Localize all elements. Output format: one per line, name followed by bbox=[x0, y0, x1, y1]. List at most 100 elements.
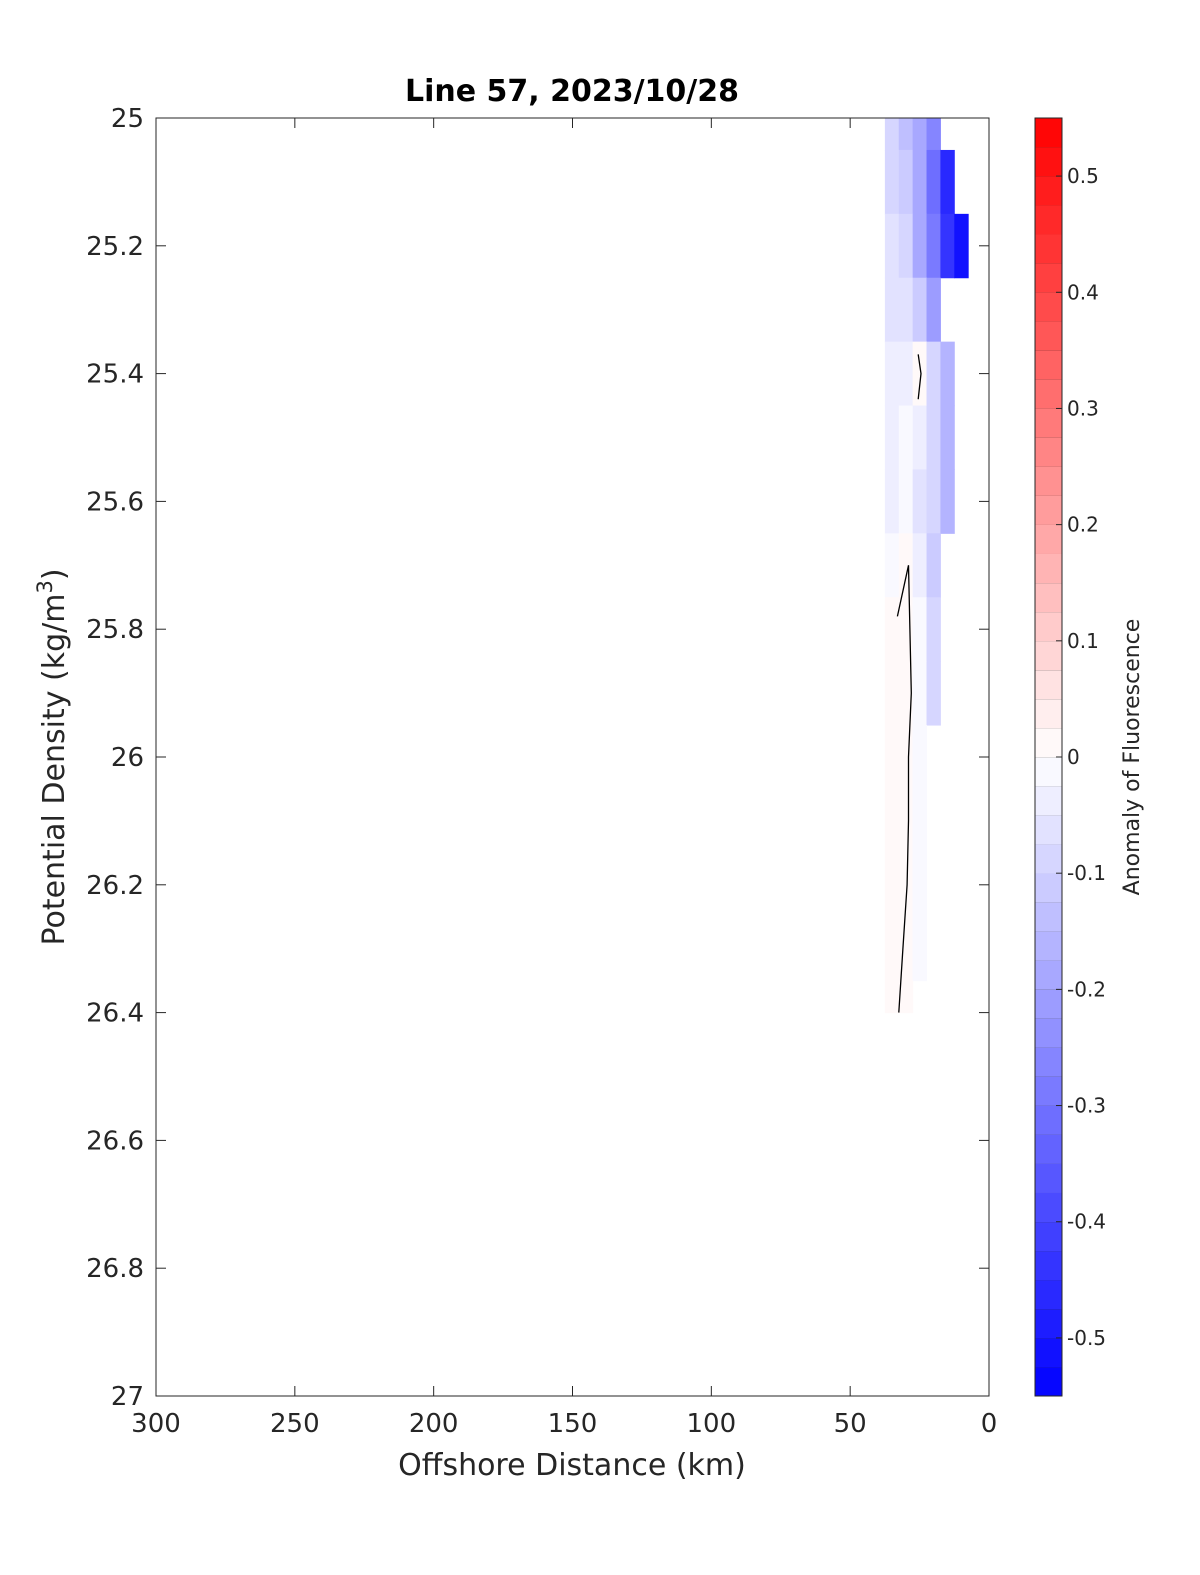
x-tick-label: 300 bbox=[131, 1409, 181, 1439]
colorbar-level bbox=[1035, 902, 1062, 932]
colorbar-tick-label: -0.5 bbox=[1067, 1326, 1106, 1350]
x-tick-label: 100 bbox=[687, 1409, 737, 1439]
field-cell bbox=[912, 788, 928, 854]
colorbar-level bbox=[1035, 1134, 1062, 1164]
colorbar-level bbox=[1035, 408, 1062, 438]
colorbar-tick-label: -0.3 bbox=[1067, 1094, 1106, 1118]
colorbar-level bbox=[1035, 1076, 1062, 1106]
field-cell bbox=[898, 341, 914, 407]
field-cell bbox=[912, 916, 928, 982]
field-cell bbox=[940, 469, 955, 534]
plot-background bbox=[156, 118, 989, 1396]
colorbar-tick-label: 0.5 bbox=[1067, 164, 1099, 188]
field-cell bbox=[884, 852, 900, 918]
colorbar-tick-label: 0.1 bbox=[1067, 629, 1099, 653]
field-cell bbox=[884, 725, 900, 790]
colorbar-level bbox=[1035, 1337, 1062, 1368]
field-cell bbox=[926, 533, 941, 598]
colorbar-tick-label: 0.2 bbox=[1067, 513, 1099, 537]
field-cell bbox=[884, 149, 900, 215]
y-tick-label: 26.6 bbox=[86, 1126, 144, 1156]
field-cell bbox=[884, 980, 900, 1014]
field-cell bbox=[940, 405, 955, 470]
field-cell bbox=[898, 725, 914, 790]
colorbar-level bbox=[1035, 1192, 1062, 1223]
y-axis-label: Potential Density (kg/m3) bbox=[33, 568, 72, 945]
field-cell bbox=[898, 149, 914, 215]
field-cell bbox=[898, 980, 914, 1014]
field-cell bbox=[898, 405, 914, 470]
field-cell bbox=[926, 469, 941, 534]
zero-contours bbox=[896, 354, 922, 1013]
colorbar-level bbox=[1035, 1250, 1062, 1281]
colorbar-level bbox=[1035, 669, 1062, 700]
field-cell bbox=[926, 118, 941, 151]
colorbar-level bbox=[1035, 205, 1062, 235]
colorbar-level bbox=[1035, 582, 1062, 613]
colorbar-level bbox=[1035, 815, 1062, 845]
y-tick-label: 25.6 bbox=[86, 487, 144, 517]
anomaly-field bbox=[884, 118, 969, 1014]
y-tick-label: 25 bbox=[111, 104, 144, 134]
colorbar-level bbox=[1035, 1279, 1062, 1310]
colorbar-level bbox=[1035, 757, 1062, 787]
y-tick-label: 27 bbox=[111, 1382, 144, 1412]
field-cell bbox=[926, 213, 941, 279]
colorbar-level bbox=[1035, 698, 1062, 729]
y-tick-label: 25.2 bbox=[86, 232, 144, 262]
colorbar-level bbox=[1035, 931, 1062, 961]
field-cell bbox=[898, 533, 914, 598]
x-axis-ticks: 300 250 200 150 100 50 0 bbox=[131, 118, 997, 1439]
y-axis-label-text: Potential Density (kg/m bbox=[37, 594, 72, 946]
field-cell bbox=[884, 916, 900, 982]
y-axis-ticks: 25 25.2 25.4 25.6 25.8 26 26.2 26.4 26.6 26.8 27 bbox=[86, 104, 989, 1412]
field-cell bbox=[884, 277, 900, 343]
y-tick-label: 26 bbox=[111, 743, 144, 773]
field-cell bbox=[884, 213, 900, 279]
field-cell bbox=[926, 597, 941, 662]
field-cell bbox=[940, 213, 955, 279]
field-cell bbox=[912, 149, 928, 215]
field-cell bbox=[912, 405, 928, 470]
field-cell bbox=[912, 852, 928, 918]
field-cell bbox=[912, 725, 928, 790]
colorbar-level bbox=[1035, 786, 1062, 816]
y-tick-label: 25.4 bbox=[86, 360, 144, 390]
x-axis-label: Offshore Distance (km) bbox=[398, 1448, 746, 1483]
field-cell bbox=[898, 852, 914, 918]
colorbar-tick-label: 0.4 bbox=[1067, 280, 1099, 304]
colorbar-level bbox=[1035, 960, 1062, 990]
y-tick-label: 26.4 bbox=[86, 999, 144, 1029]
colorbar-level bbox=[1035, 640, 1062, 671]
field-cell bbox=[884, 788, 900, 854]
field-cell bbox=[926, 405, 941, 470]
x-tick-label: 0 bbox=[981, 1409, 998, 1439]
field-cell bbox=[898, 213, 914, 279]
field-cell bbox=[926, 149, 941, 215]
colorbar-levels bbox=[1035, 117, 1062, 1397]
y-axis-label-superscript: 3 bbox=[33, 580, 57, 593]
field-cell bbox=[898, 469, 914, 534]
field-cell bbox=[884, 341, 900, 407]
colorbar-level bbox=[1035, 611, 1062, 642]
zero-contour-line bbox=[896, 565, 912, 1013]
colorbar-level bbox=[1035, 147, 1062, 177]
field-cell bbox=[912, 213, 928, 279]
colorbar-level bbox=[1035, 873, 1062, 903]
colorbar-level bbox=[1035, 176, 1062, 206]
x-tick-label: 200 bbox=[409, 1409, 459, 1439]
colorbar-level bbox=[1035, 292, 1062, 322]
field-cell bbox=[898, 118, 914, 151]
colorbar-tick-label: -0.2 bbox=[1067, 977, 1106, 1001]
colorbar-level bbox=[1035, 1047, 1062, 1077]
field-cell bbox=[884, 469, 900, 534]
field-cell bbox=[884, 661, 900, 726]
colorbar-level bbox=[1035, 1366, 1062, 1397]
colorbar-level bbox=[1035, 350, 1062, 380]
field-cell bbox=[912, 469, 928, 534]
field-cell bbox=[926, 661, 941, 726]
field-cell bbox=[912, 341, 928, 407]
colorbar-level bbox=[1035, 1163, 1062, 1193]
colorbar-tick-label: 0 bbox=[1067, 745, 1080, 769]
field-cell bbox=[912, 118, 928, 151]
